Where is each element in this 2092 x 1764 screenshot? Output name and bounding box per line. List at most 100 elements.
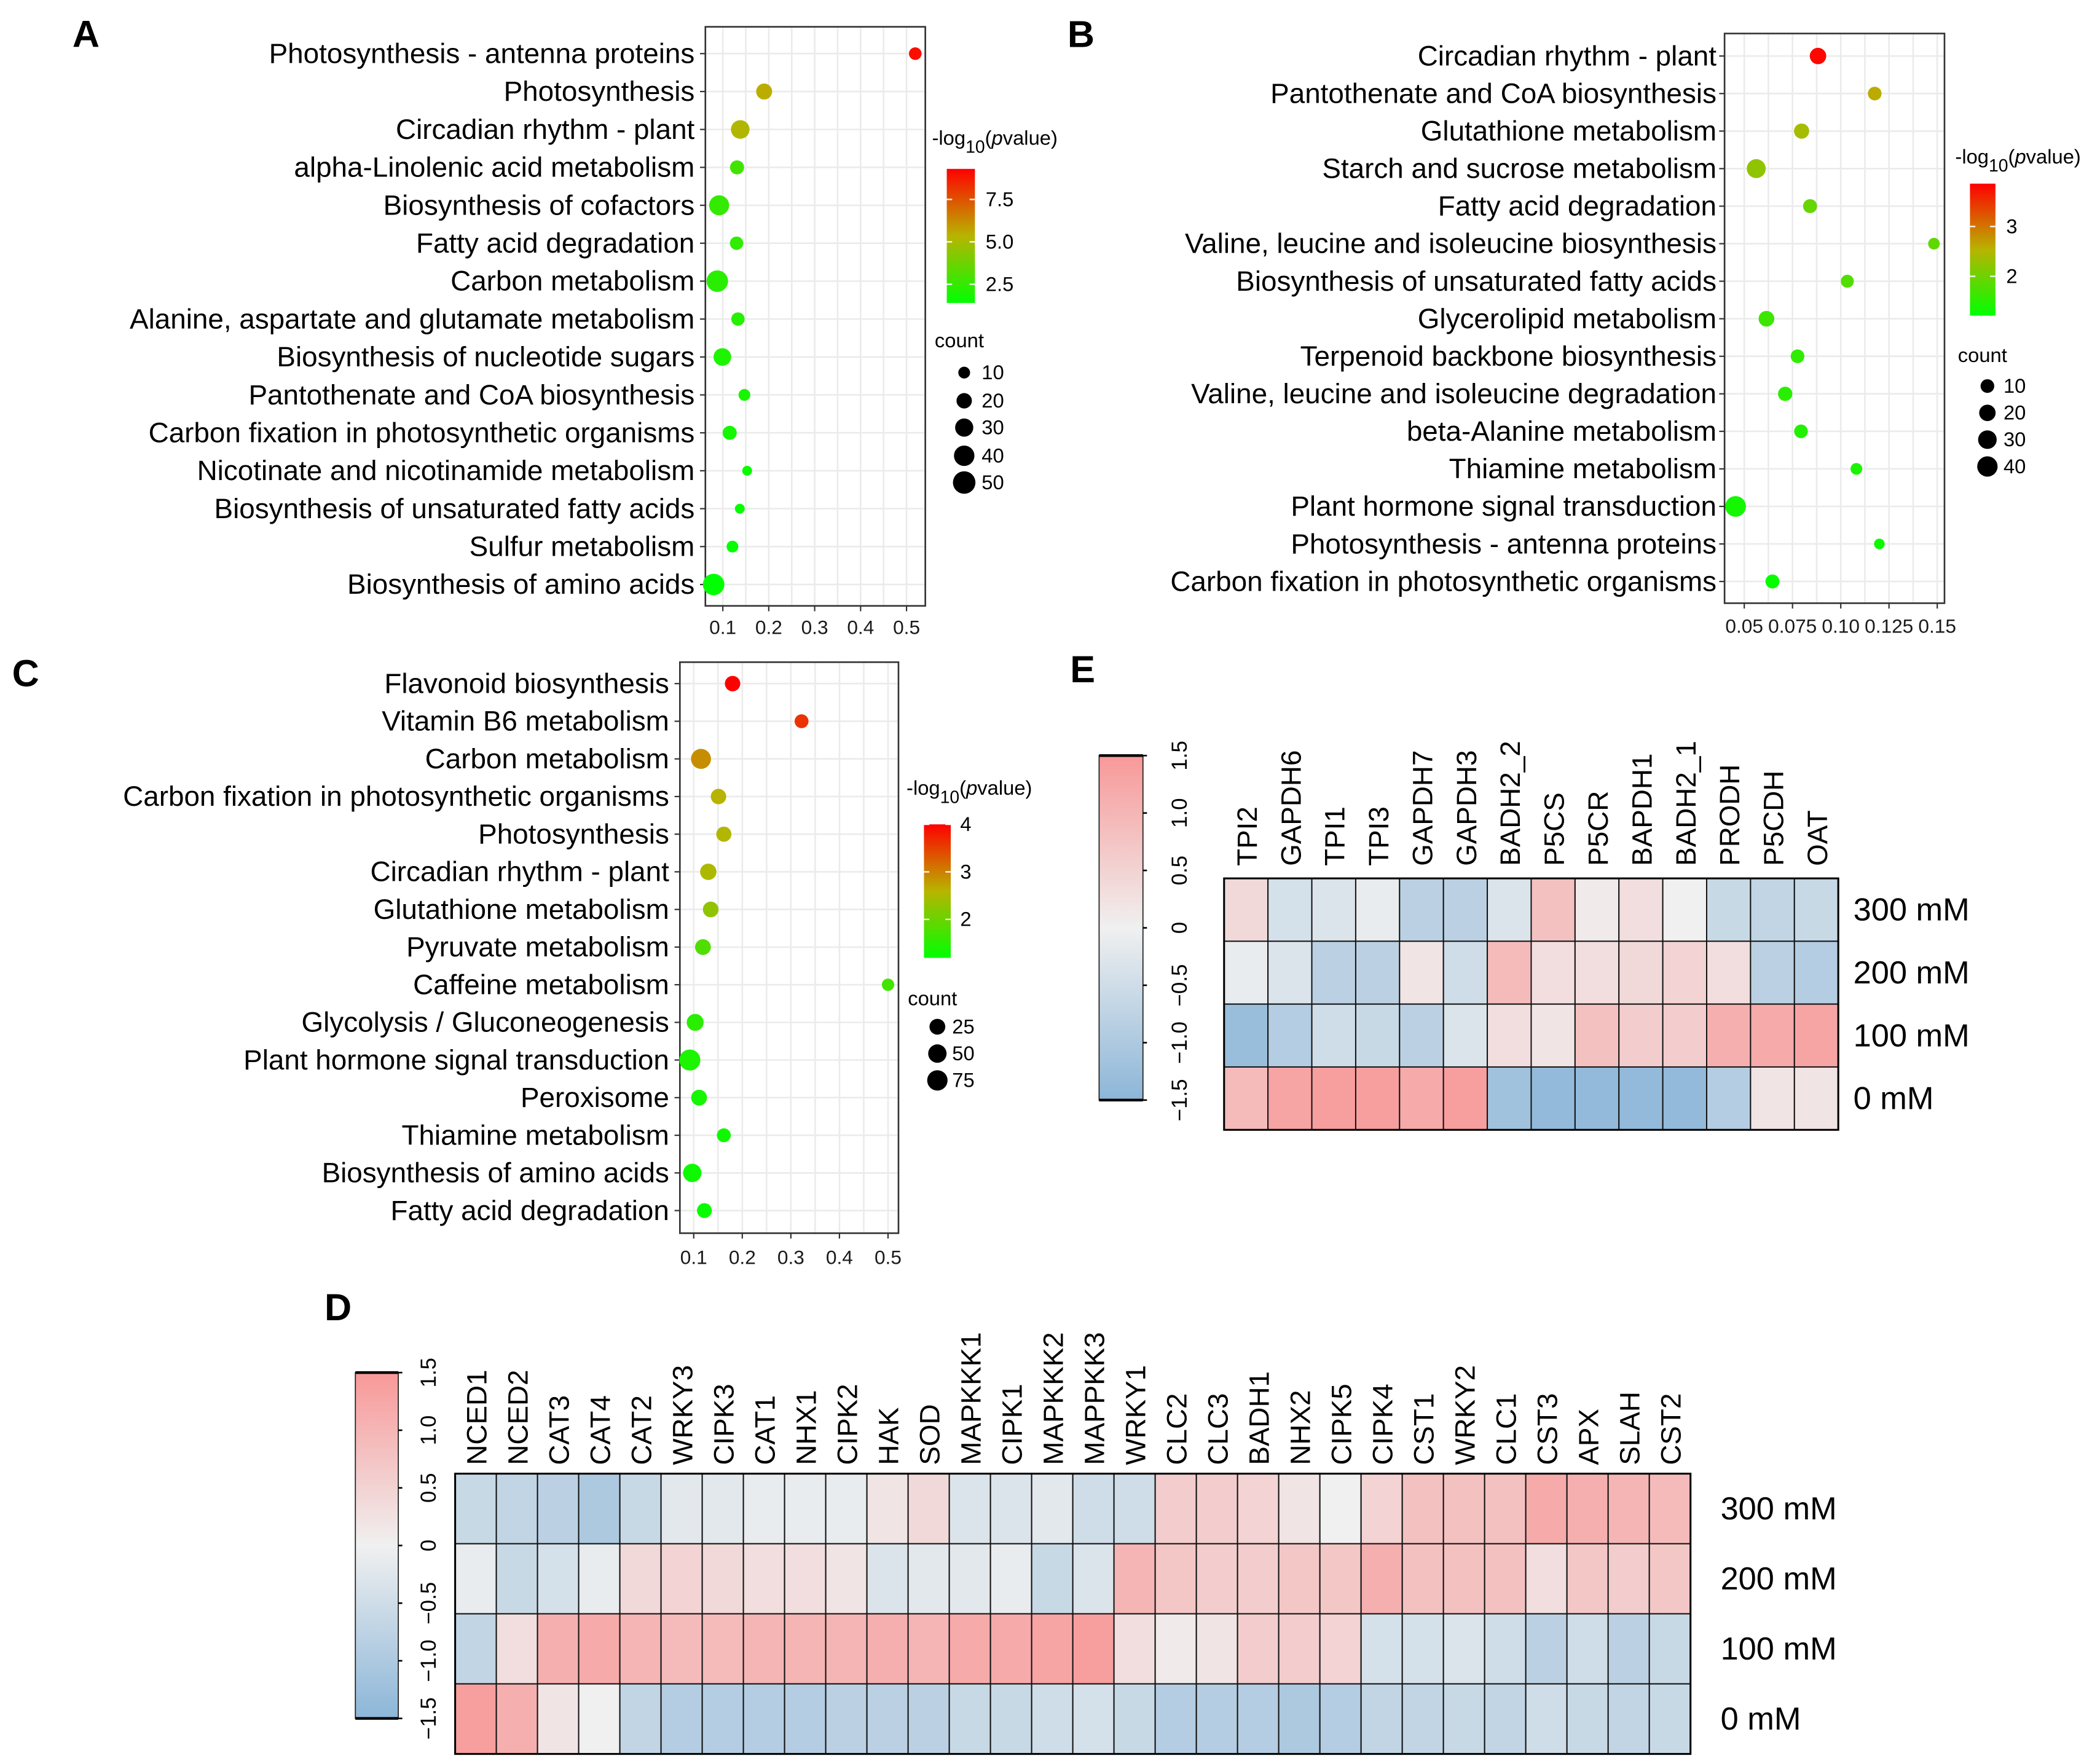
- heatmap-cell: [1530, 940, 1576, 1005]
- pathway-label: Valine, leucine and isoleucine biosynthe…: [1185, 228, 1716, 259]
- heatmap-cell: [1154, 1613, 1197, 1685]
- heatmap-cell: [1267, 1066, 1313, 1131]
- heatmap-cell: [578, 1683, 621, 1755]
- bubble-point: [729, 236, 744, 250]
- column-label: SOD: [914, 1404, 946, 1465]
- heatmap-cell: [825, 1473, 868, 1545]
- pathway-label: Carbon metabolism: [425, 743, 669, 774]
- x-tick-label: 0.1: [709, 616, 736, 639]
- size-legend-label: 20: [2004, 401, 2026, 424]
- heatmap-cell: [1319, 1613, 1362, 1685]
- heatmap-cell: [742, 1473, 785, 1545]
- heatmap-cell: [1530, 1066, 1576, 1131]
- heatmap-cell: [1311, 1066, 1356, 1131]
- heatmap-cell: [1399, 1003, 1444, 1068]
- bubble-point: [1803, 199, 1817, 213]
- column-label: TPI1: [1319, 806, 1351, 866]
- column-label: CLC1: [1491, 1393, 1522, 1465]
- heatmap-cell: [1648, 1613, 1691, 1685]
- heatmap-cell: [1267, 878, 1313, 942]
- x-tick-label: 0.10: [1822, 615, 1860, 637]
- bubble-point: [731, 120, 750, 139]
- size-legend-label: 50: [952, 1042, 974, 1065]
- heatmap-cell: [989, 1543, 1032, 1615]
- heatmap-cell: [1648, 1473, 1691, 1545]
- heatmap-cell: [1574, 878, 1620, 942]
- heatmap-cell: [784, 1613, 827, 1685]
- heatmap-cell: [1401, 1543, 1444, 1615]
- colorbar-tick-label: 1.0: [1168, 798, 1192, 829]
- heatmap-cell: [1793, 940, 1839, 1005]
- heatmap-cell: [701, 1613, 744, 1685]
- pathway-label: Terpenoid backbone biosynthesis: [1300, 341, 1716, 372]
- pathway-label: Photosynthesis - antenna proteins: [269, 38, 695, 69]
- bubble-point: [1809, 47, 1827, 65]
- column-label: BAPDH1: [1626, 754, 1657, 866]
- pathway-label: Fatty acid degradation: [1438, 191, 1716, 222]
- legend-title-part: 10: [940, 787, 960, 807]
- bubble-point: [729, 160, 744, 175]
- heatmap-cell: [1484, 1543, 1527, 1615]
- pathway-label: Biosynthesis of unsaturated fatty acids: [214, 493, 695, 524]
- heatmap-cell: [742, 1613, 785, 1685]
- pathway-label: Thiamine metabolism: [1449, 453, 1716, 484]
- size-legend-title: count: [935, 329, 984, 352]
- colorbar-tick-label: 2.5: [986, 272, 1013, 295]
- row-label: 100 mM: [1854, 1018, 1970, 1053]
- heatmap-cell: [660, 1613, 703, 1685]
- heatmap-e: TPI2 GAPDH6 TPI1 TPI3 GAPDH7 GAPDH3 BADH2_2 P5C…: [1098, 741, 1970, 1131]
- heatmap-cell: [1319, 1543, 1362, 1615]
- heatmap-cell: [537, 1473, 580, 1545]
- heatmap-cell: [989, 1613, 1032, 1685]
- heatmap-cell: [1574, 1003, 1620, 1068]
- bubble-point: [908, 47, 922, 60]
- colorbar-tick-label: 0.5: [1168, 856, 1192, 886]
- heatmap-cell: [825, 1683, 868, 1755]
- size-legend-label: 40: [2004, 455, 2026, 478]
- bubble-point: [714, 348, 731, 366]
- heatmap-cell: [1401, 1473, 1444, 1545]
- heatmap-cell: [1113, 1683, 1156, 1755]
- bubble-point: [1850, 463, 1863, 475]
- heatmap-cell: [1319, 1473, 1362, 1545]
- heatmap-cell: [948, 1613, 991, 1685]
- bubble-point: [1747, 159, 1766, 178]
- legend-title-part: -log: [1955, 145, 1989, 168]
- heatmap-cell: [1267, 940, 1313, 1005]
- heatmap-cell: [1648, 1683, 1691, 1755]
- bubble-point: [1790, 349, 1804, 363]
- heatmap-cell: [1750, 878, 1795, 942]
- colorbar-tick-label: 7.5: [986, 187, 1013, 210]
- column-label: CST2: [1656, 1393, 1687, 1465]
- heatmap-cell: [1278, 1613, 1321, 1685]
- pathway-label: Glutathione metabolism: [1421, 116, 1716, 147]
- size-legend-label: 30: [2004, 428, 2026, 451]
- pathway-label: Carbon metabolism: [450, 266, 694, 297]
- bubble-point: [709, 195, 729, 216]
- x-tick-label: 0.4: [826, 1246, 853, 1269]
- bubble-chart-a: 0.1 0.2 0.3 0.4 0.5 Photosynthesis - antenna …: [130, 26, 1058, 639]
- heatmap-cell: [1566, 1543, 1609, 1615]
- size-legend-dot: [955, 418, 973, 437]
- heatmap-cell: [1525, 1473, 1568, 1545]
- colorbar-tick-label: 1.5: [417, 1358, 441, 1388]
- legend-title-part: p: [2014, 145, 2026, 168]
- column-label: MAPKKK1: [956, 1332, 987, 1465]
- bubble-point: [794, 714, 809, 728]
- heatmap-cell: [948, 1683, 991, 1755]
- size-legend-title: count: [1958, 344, 2007, 366]
- pathway-label: Circadian rhythm - plant: [371, 856, 670, 888]
- heatmap-cell: [1072, 1543, 1115, 1615]
- legend-title-part: -log: [932, 127, 966, 149]
- bubble-point: [731, 312, 745, 326]
- column-label: BADH1: [1244, 1371, 1275, 1465]
- heatmap-cell: [1031, 1473, 1074, 1545]
- heatmap-cell: [1487, 1066, 1532, 1131]
- colorbar-tick-label: 1.0: [417, 1416, 441, 1446]
- heatmap-cell: [1195, 1683, 1238, 1755]
- bubble-point: [717, 1128, 731, 1143]
- size-legend-dot: [954, 445, 975, 467]
- heatmap-cell: [660, 1683, 703, 1755]
- heatmap-cell: [1072, 1613, 1115, 1685]
- bubble-point: [1841, 274, 1854, 288]
